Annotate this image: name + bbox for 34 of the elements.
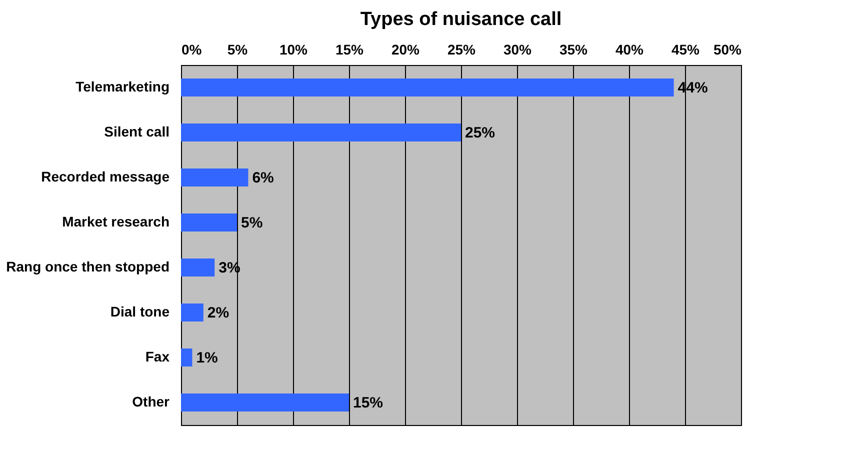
bar: [181, 124, 461, 142]
x-tick-label: 25%: [447, 42, 476, 58]
data-label: 5%: [241, 214, 263, 232]
x-tick-label: 0%: [182, 42, 202, 58]
data-label: 2%: [207, 304, 230, 322]
y-tick-label: Dial tone: [110, 304, 170, 320]
bar: [181, 304, 204, 322]
x-tick-label: 5%: [227, 42, 248, 58]
x-tick-label: 30%: [503, 42, 532, 58]
bar: [181, 214, 237, 232]
x-tick-label: 45%: [671, 42, 700, 58]
bar: [181, 78, 674, 96]
y-tick-label: Telemarketing: [76, 78, 170, 94]
bar: [181, 168, 248, 186]
x-tick-label: 20%: [391, 42, 420, 58]
x-tick-label: 15%: [335, 42, 364, 58]
x-tick-label: 35%: [559, 42, 588, 58]
bar: [181, 394, 349, 412]
y-tick-label: Silent call: [104, 124, 170, 140]
y-tick-label: Market research: [62, 214, 170, 230]
bar: [181, 348, 192, 366]
data-label: 15%: [353, 394, 384, 412]
x-tick-label: 10%: [279, 42, 308, 58]
y-tick-label: Recorded message: [41, 168, 170, 184]
bar: [181, 258, 215, 276]
data-label: 6%: [252, 170, 274, 186]
chart-title: Types of nuisance call: [360, 9, 562, 30]
y-tick-label: Rang once then stopped: [6, 258, 170, 274]
y-tick-label: Other: [132, 394, 170, 410]
x-tick-label: 50%: [713, 42, 742, 58]
data-label: 1%: [196, 350, 218, 366]
y-tick-label: Fax: [145, 348, 170, 364]
data-label: 25%: [465, 124, 496, 142]
x-tick-label: 40%: [615, 42, 644, 58]
